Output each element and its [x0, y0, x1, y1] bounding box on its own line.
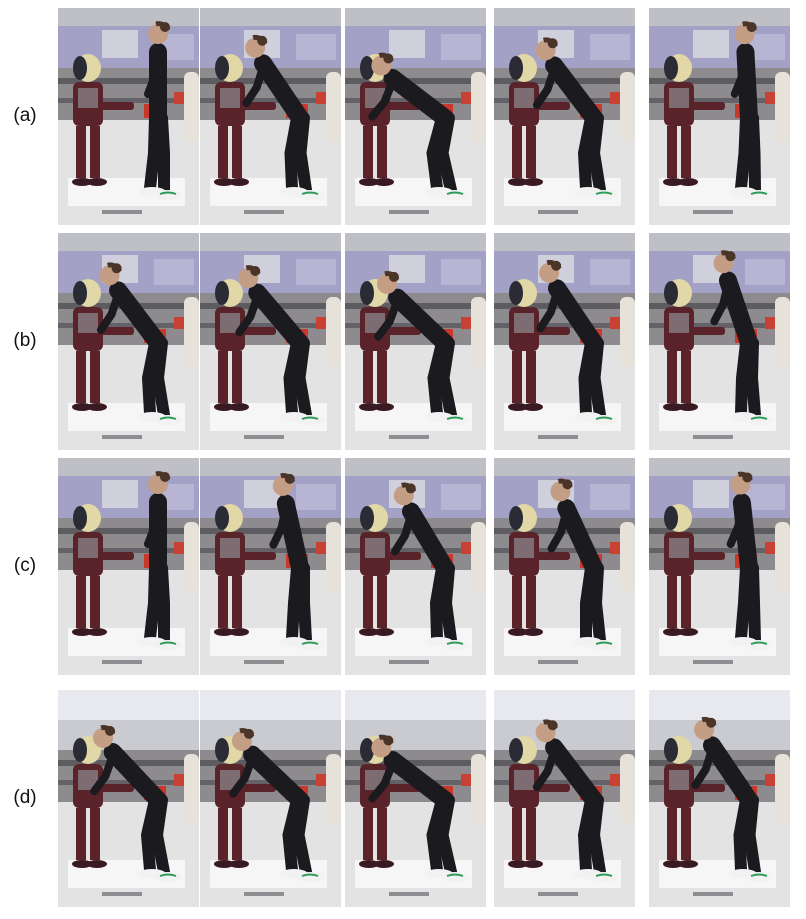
- photo-frame: [494, 690, 635, 907]
- photo-frame: [200, 690, 341, 907]
- photo-frame: [58, 458, 199, 675]
- photo-frame: [649, 690, 790, 907]
- row-label: (c): [13, 554, 37, 576]
- photo-frame: [200, 233, 341, 450]
- photo-frame: [494, 8, 635, 225]
- photo-frame: [345, 690, 486, 907]
- photo-frame: [649, 458, 790, 675]
- figure-row: (d): [0, 690, 806, 907]
- photo-frame: [494, 458, 635, 675]
- row-label: (b): [13, 329, 37, 351]
- figure-row: (b): [0, 233, 806, 450]
- row-label: (d): [13, 786, 37, 808]
- photo-frame: [649, 8, 790, 225]
- photo-frame: [200, 458, 341, 675]
- figure-row: (a): [0, 8, 806, 225]
- figure-row: (c): [0, 458, 806, 675]
- photo-frame: [345, 458, 486, 675]
- photo-frame: [58, 8, 199, 225]
- photo-frame: [58, 233, 199, 450]
- photo-frame: [494, 233, 635, 450]
- photo-frame: [345, 8, 486, 225]
- photo-frame: [649, 233, 790, 450]
- row-label: (a): [13, 104, 37, 126]
- photo-frame: [345, 233, 486, 450]
- photo-frame: [58, 690, 199, 907]
- photo-frame: [200, 8, 341, 225]
